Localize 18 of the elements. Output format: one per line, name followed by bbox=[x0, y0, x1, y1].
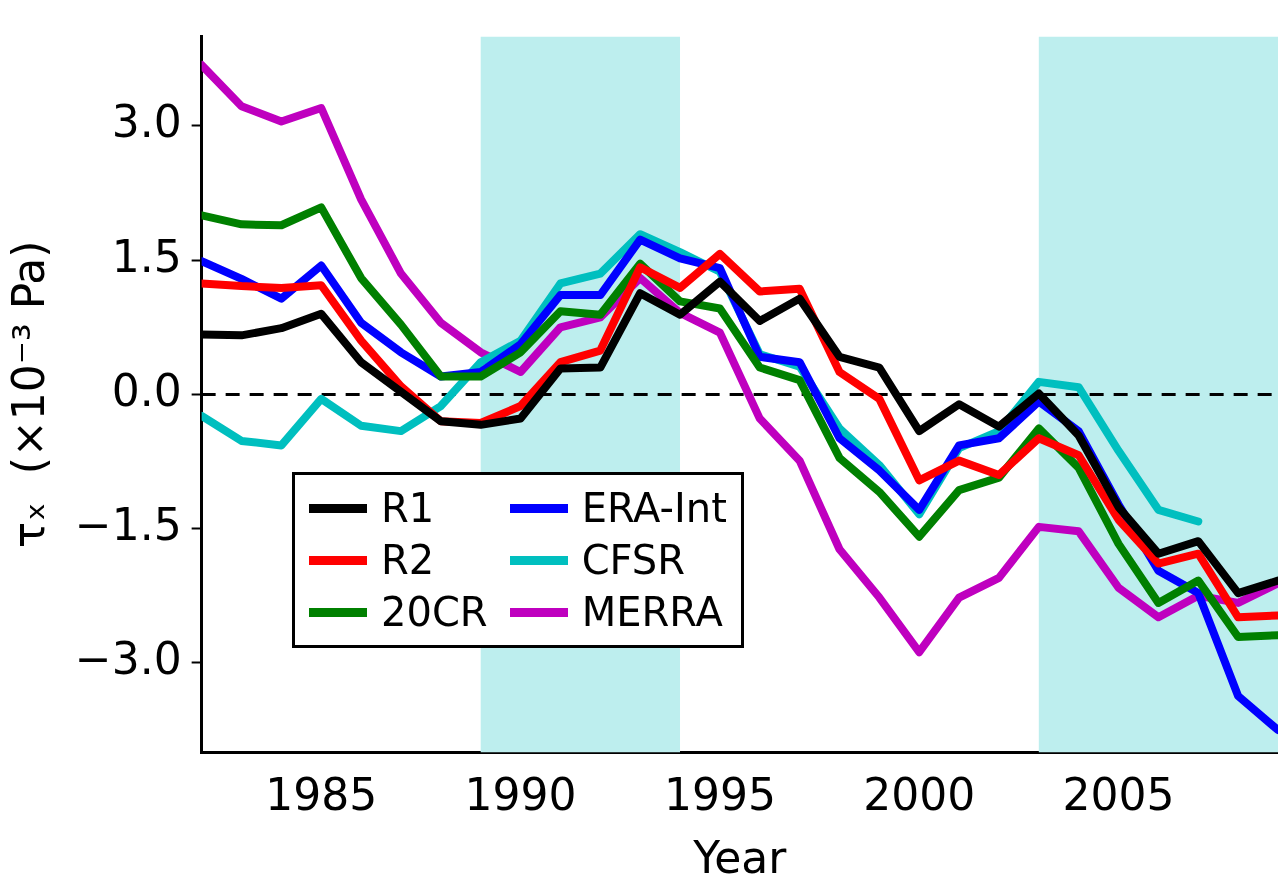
legend-label: R1 bbox=[381, 485, 435, 531]
x-tick-label: 2000 bbox=[863, 769, 976, 821]
x-tick-label: 1995 bbox=[663, 769, 776, 821]
y-tick-label: 0.0 bbox=[111, 364, 182, 416]
legend-label: R2 bbox=[381, 537, 435, 583]
x-tick-label: 1990 bbox=[464, 769, 577, 821]
x-axis-title: Year bbox=[692, 832, 788, 884]
y-tick-label: −1.5 bbox=[74, 499, 182, 551]
x-tick-label: 1985 bbox=[265, 769, 378, 821]
y-tick-label: −3.0 bbox=[74, 633, 182, 685]
y-tick-label: 3.0 bbox=[111, 96, 182, 148]
legend-label: CFSR bbox=[581, 537, 686, 583]
y-axis-title: τₓ (×10⁻³ Pa) bbox=[2, 240, 54, 549]
x-tick-label: 2005 bbox=[1062, 769, 1175, 821]
legend-label: ERA-Int bbox=[581, 485, 727, 531]
y-tick-label: 1.5 bbox=[111, 230, 182, 282]
legend-label: 20CR bbox=[381, 589, 488, 635]
legend-label: MERRA bbox=[581, 589, 723, 635]
